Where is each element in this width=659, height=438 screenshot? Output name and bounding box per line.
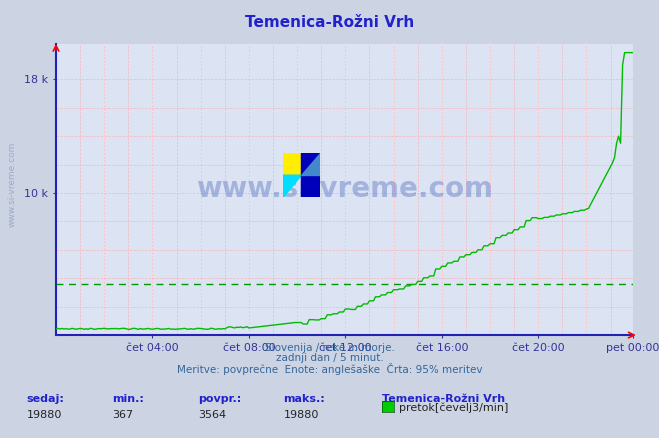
Text: pretok[čevelj3/min]: pretok[čevelj3/min] (399, 403, 509, 413)
Text: sedaj:: sedaj: (26, 394, 64, 404)
Bar (283, 153, 302, 175)
Text: 367: 367 (112, 410, 133, 420)
Text: Slovenija / reke in morje.: Slovenija / reke in morje. (264, 343, 395, 353)
Text: 19880: 19880 (26, 410, 62, 420)
Text: 19880: 19880 (283, 410, 319, 420)
Text: Meritve: povprečne  Enote: anglešaške  Črta: 95% meritev: Meritve: povprečne Enote: anglešaške Črt… (177, 363, 482, 374)
Polygon shape (283, 175, 302, 197)
Text: www.si-vreme.com: www.si-vreme.com (8, 141, 17, 226)
Text: maks.:: maks.: (283, 394, 325, 404)
Polygon shape (302, 153, 320, 175)
Text: Temenica-Rožni Vrh: Temenica-Rožni Vrh (245, 15, 414, 30)
Polygon shape (302, 153, 320, 175)
Text: zadnji dan / 5 minut.: zadnji dan / 5 minut. (275, 353, 384, 363)
Text: Temenica-Rožni Vrh: Temenica-Rožni Vrh (382, 394, 505, 404)
Text: www.si-vreme.com: www.si-vreme.com (196, 176, 493, 203)
Text: 3564: 3564 (198, 410, 226, 420)
Text: povpr.:: povpr.: (198, 394, 241, 404)
Text: min.:: min.: (112, 394, 144, 404)
Bar (302, 175, 320, 197)
